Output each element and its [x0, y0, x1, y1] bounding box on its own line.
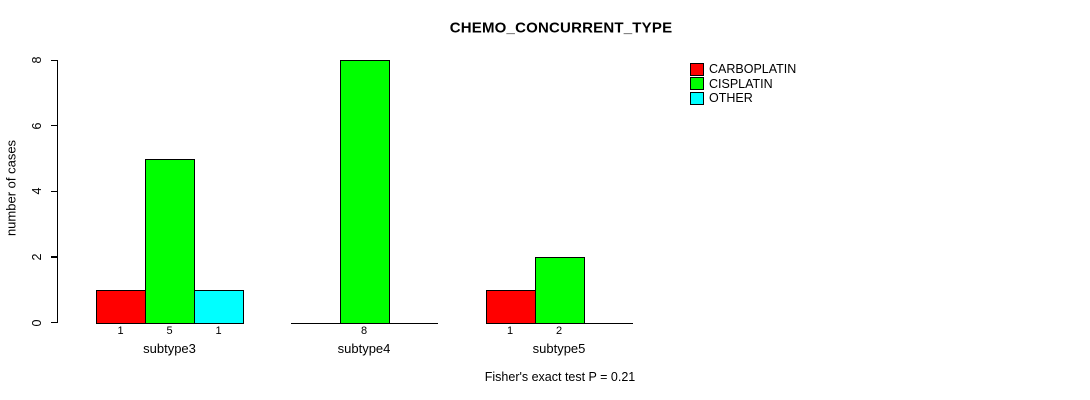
legend-label: OTHER	[709, 91, 753, 105]
legend-item: CARBOPLATIN	[690, 62, 796, 76]
legend-item: CISPLATIN	[690, 77, 796, 91]
bar-value-label: 1	[117, 324, 124, 337]
y-tick	[51, 59, 57, 61]
bar-other-subtype3	[194, 289, 244, 324]
y-tick	[51, 125, 57, 127]
bar-value-label: 8	[360, 324, 368, 337]
category-label: subtype3	[143, 340, 196, 356]
y-axis-label: number of cases	[3, 139, 19, 237]
bar-value-label: 2	[555, 324, 563, 337]
bar-carboplatin-subtype3	[96, 289, 146, 324]
bar-carboplatin-subtype5	[485, 289, 536, 324]
legend-swatch	[690, 62, 704, 76]
bar-cisplatin-subtype5	[534, 256, 585, 324]
y-tick-label: 0	[30, 319, 44, 327]
legend-swatch	[690, 77, 704, 90]
chart-title: CHEMO_CONCURRENT_TYPE	[449, 19, 673, 37]
category-label: subtype4	[337, 340, 391, 356]
bar-value-label: 1	[506, 324, 514, 337]
y-tick	[51, 322, 57, 324]
legend-label: CARBOPLATIN	[709, 62, 797, 76]
bar-value-label: 1	[215, 324, 222, 337]
bar-cisplatin-subtype4	[339, 60, 390, 324]
y-tick	[51, 190, 57, 192]
annotation-text: Fisher's exact test P = 0.21	[484, 370, 636, 384]
y-tick-label: 4	[30, 187, 44, 195]
legend-item: OTHER	[690, 91, 796, 105]
category-label: subtype5	[532, 340, 586, 356]
legend-label: CISPLATIN	[709, 76, 773, 91]
y-tick	[51, 256, 57, 258]
legend: CARBOPLATIN CISPLATIN OTHER	[690, 62, 796, 105]
y-tick-label: 2	[30, 253, 44, 261]
y-tick-label: 6	[30, 122, 44, 130]
bar-cisplatin-subtype3	[145, 158, 195, 324]
y-axis-line	[57, 60, 59, 323]
bar-value-label: 5	[166, 324, 173, 337]
y-tick-label: 8	[30, 56, 44, 64]
legend-swatch	[690, 91, 704, 105]
